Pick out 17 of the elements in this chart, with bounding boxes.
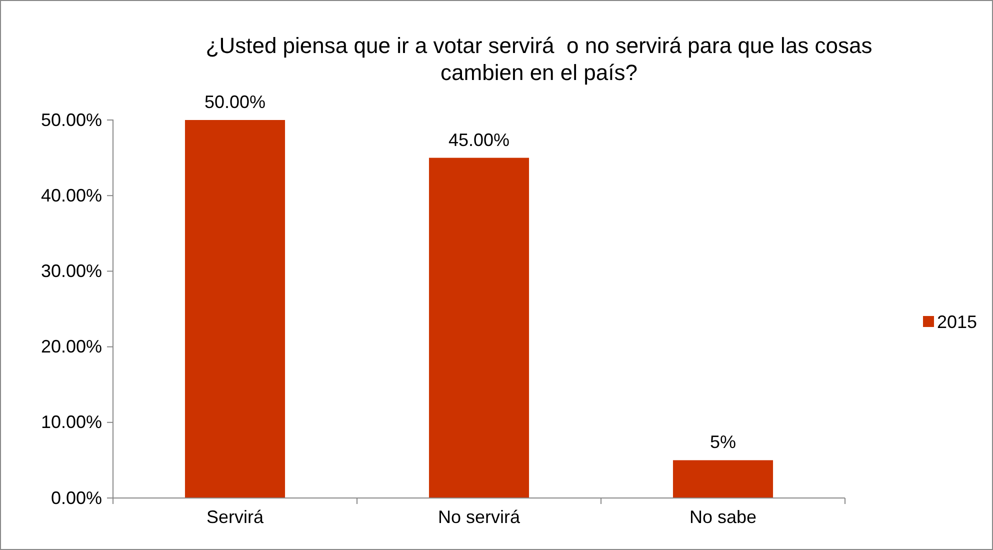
data-label: 45.00% xyxy=(448,130,510,150)
y-tick-label: 40.00% xyxy=(40,185,102,206)
bar xyxy=(428,158,530,498)
legend-label: 2015 xyxy=(937,312,978,332)
y-tick-label: 0.00% xyxy=(50,488,102,508)
bar xyxy=(672,460,774,498)
x-tick-label: No servirá xyxy=(438,506,521,527)
bar xyxy=(184,120,286,498)
data-label: 5% xyxy=(710,432,736,452)
x-tick-label: No sabe xyxy=(689,506,757,527)
data-label: 50.00% xyxy=(204,92,266,112)
x-tick-label: Servirá xyxy=(206,506,264,527)
chart-title: ¿Usted piensa que ir a votar servirá o no servirá para que las cosas cambien en el país? xyxy=(206,33,872,85)
y-tick-label: 10.00% xyxy=(40,412,102,432)
y-tick-label: 30.00% xyxy=(40,260,102,281)
y-tick-label: 20.00% xyxy=(40,336,102,357)
y-tick-label: 50.00% xyxy=(40,110,102,130)
